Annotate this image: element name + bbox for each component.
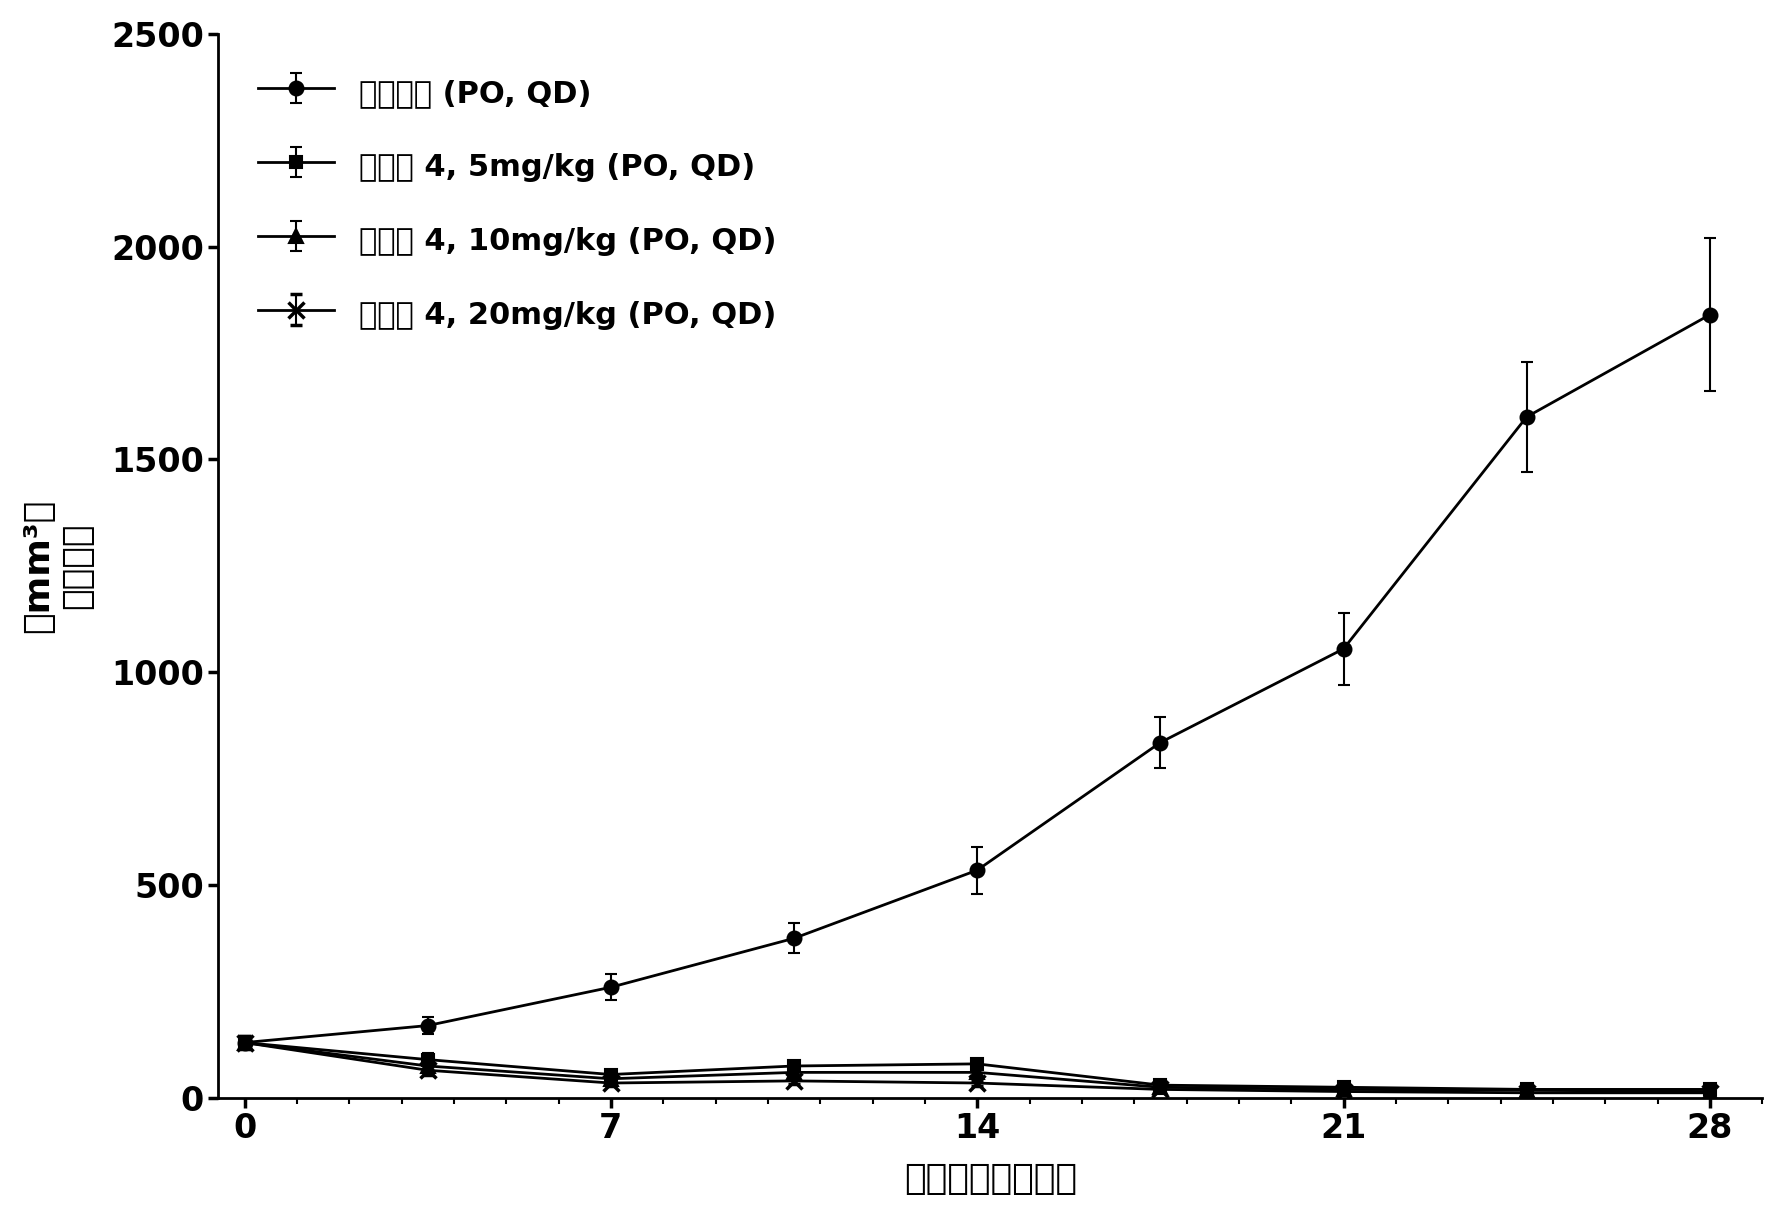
Y-axis label: （mm³）
肿瘾体积: （mm³） 肿瘾体积 bbox=[21, 499, 94, 633]
Legend: 溶媒对照 (PO, QD), 化合物 4, 5mg/kg (PO, QD), 化合物 4, 10mg/kg (PO, QD), 化合物 4, 20mg/kg (: 溶媒对照 (PO, QD), 化合物 4, 5mg/kg (PO, QD), 化… bbox=[233, 49, 800, 357]
X-axis label: 治疗开始后的天数: 治疗开始后的天数 bbox=[903, 1162, 1076, 1196]
